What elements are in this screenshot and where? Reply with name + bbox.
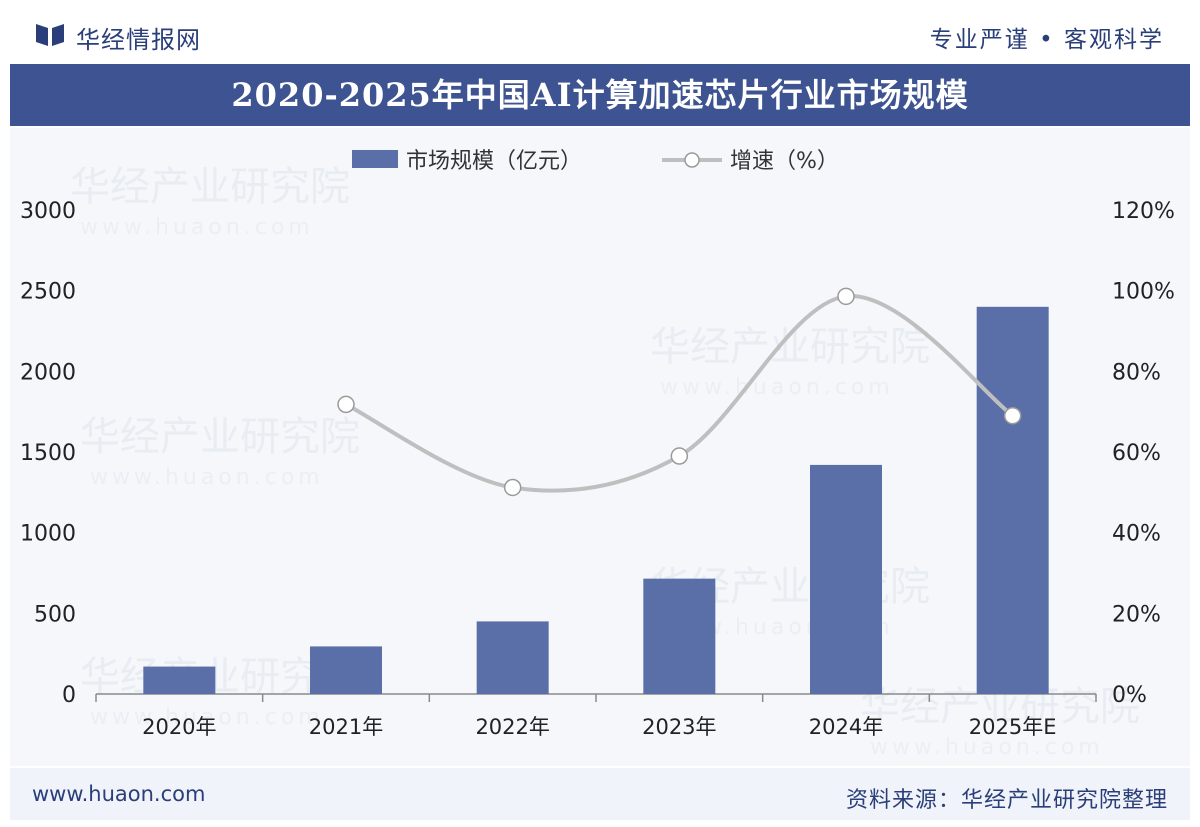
line-point <box>670 447 689 465</box>
header-bar: 华经情报网 专业严谨 • 客观科学 <box>0 0 1200 62</box>
y-left-tick-label: 3000 <box>20 199 76 224</box>
bar <box>643 578 716 694</box>
x-tick-label: 2021年 <box>309 715 383 739</box>
x-tick-label: 2024年 <box>809 715 883 739</box>
legend-line-marker <box>684 152 700 168</box>
watermark-url: www.huaon.com <box>870 735 1104 760</box>
bar-series <box>143 306 1049 694</box>
growth-line <box>344 294 1015 493</box>
x-tick-label: 2023年 <box>642 715 716 739</box>
bar <box>143 666 216 694</box>
y-left-tick-label: 500 <box>34 602 76 627</box>
y-right-tick-label: 80% <box>1112 360 1161 385</box>
y-left-tick-label: 2500 <box>20 280 76 305</box>
y-right-tick-label: 20% <box>1112 602 1161 627</box>
watermark-url: www.huaon.com <box>90 465 324 490</box>
y-right-tick-label: 120% <box>1112 199 1175 224</box>
book-logo-icon <box>36 24 64 46</box>
x-tick-label: 2020年 <box>142 715 216 739</box>
x-tick-label: 2025年E <box>969 715 1057 739</box>
y-right-tick-label: 100% <box>1112 280 1175 305</box>
x-tick-label: 2022年 <box>475 715 549 739</box>
watermark-text: 华经产业研究院 <box>70 164 350 210</box>
line-point <box>1003 406 1022 425</box>
bar <box>476 621 549 694</box>
bar <box>310 646 382 694</box>
chart-title: 2020-2025年中国AI计算加速芯片行业市场规模 <box>231 76 969 114</box>
footer-bar <box>10 768 1190 820</box>
y-left-tick-label: 0 <box>62 683 76 708</box>
footer-source: 资料来源：华经产业研究院整理 <box>845 788 1168 813</box>
line-point <box>837 287 855 306</box>
bar <box>810 464 882 694</box>
line-series <box>337 287 1022 497</box>
axes: 0 500 1000 1500 2000 2500 3000 0% 20% 40% 60% 80% 10… <box>20 199 1175 739</box>
legend: 市场规模（亿元） 增速（%） <box>352 149 839 174</box>
watermark-text: 华经产业研究院 <box>80 414 360 460</box>
y-right-tick-label: 0% <box>1112 683 1147 708</box>
legend-line-label: 增速（%） <box>730 149 839 174</box>
watermark-text: 华经产业研究院 <box>650 324 930 370</box>
watermark-url: www.huaon.com <box>90 705 324 730</box>
bar <box>976 306 1049 694</box>
footer-url: www.huaon.com <box>32 782 206 806</box>
y-right-tick-label: 60% <box>1112 441 1161 466</box>
y-right-tick-label: 40% <box>1112 522 1161 547</box>
legend-bar-swatch <box>352 150 398 168</box>
logo-text: 华经情报网 <box>76 26 201 54</box>
legend-bar-label: 市场规模（亿元） <box>406 149 582 174</box>
y-left-tick-label: 1500 <box>20 441 76 466</box>
y-left-tick-label: 2000 <box>20 360 76 385</box>
slogan: 专业严谨 • 客观科学 <box>929 27 1164 53</box>
watermark-url: www.huaon.com <box>660 375 894 400</box>
line-point <box>503 478 522 497</box>
title-bar <box>10 64 1190 126</box>
watermark-url: www.huaon.com <box>80 215 314 240</box>
line-point <box>337 395 355 414</box>
y-left-tick-label: 1000 <box>20 522 76 547</box>
